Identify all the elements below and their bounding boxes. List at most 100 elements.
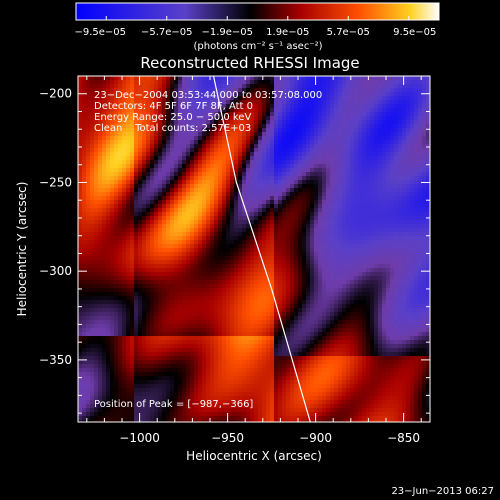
heatmap-cell — [182, 112, 187, 117]
heatmap-cell — [186, 84, 191, 89]
heatmap-cell — [210, 284, 215, 289]
heatmap-cell — [310, 160, 315, 165]
heatmap-cell — [82, 132, 87, 137]
heatmap-cell — [374, 280, 379, 285]
heatmap-cell — [194, 188, 199, 193]
heatmap-cell — [378, 288, 383, 293]
heatmap-cell — [178, 184, 183, 189]
heatmap-cell — [370, 164, 375, 169]
heatmap-cell — [238, 204, 243, 209]
heatmap-cell — [98, 164, 103, 169]
heatmap-cell — [130, 300, 135, 305]
heatmap-cell — [86, 172, 91, 177]
heatmap-cell — [78, 236, 83, 241]
heatmap-cell — [406, 220, 411, 225]
heatmap-cell — [270, 296, 275, 301]
heatmap-cell — [102, 96, 107, 101]
heatmap-cell — [198, 92, 203, 97]
heatmap-cell — [134, 88, 139, 93]
heatmap-cell — [326, 280, 331, 285]
heatmap-cell — [246, 248, 251, 253]
heatmap-cell — [410, 128, 415, 133]
heatmap-cell — [142, 296, 147, 301]
heatmap-cell — [214, 256, 219, 261]
heatmap-cell — [334, 180, 339, 185]
heatmap-cell — [86, 180, 91, 185]
heatmap-cell — [346, 296, 351, 301]
heatmap-cell — [198, 144, 203, 149]
heatmap-cell — [354, 136, 359, 141]
heatmap-cell — [262, 108, 267, 113]
heatmap-cell — [154, 228, 159, 233]
heatmap-cell — [266, 284, 271, 289]
heatmap-cell — [110, 284, 115, 289]
heatmap-cell — [178, 276, 183, 281]
heatmap-cell — [330, 108, 335, 113]
heatmap-cell — [150, 228, 155, 233]
heatmap-cell — [346, 144, 351, 149]
heatmap-cell — [274, 144, 279, 149]
heatmap-cell — [386, 248, 391, 253]
heatmap-cell — [402, 100, 407, 105]
heatmap-cell — [210, 84, 215, 89]
heatmap-cell — [250, 260, 255, 265]
heatmap-cell — [194, 168, 199, 173]
heatmap-cell — [262, 196, 267, 201]
heatmap-cell — [226, 80, 231, 85]
heatmap-cell — [334, 280, 339, 285]
heatmap-cell — [82, 276, 87, 281]
heatmap-cell — [306, 120, 311, 125]
heatmap-cell — [354, 292, 359, 297]
heatmap-cell — [126, 240, 131, 245]
heatmap-cell — [142, 108, 147, 113]
heatmap-cell — [154, 288, 159, 293]
heatmap-cell — [94, 248, 99, 253]
heatmap-cell — [150, 108, 155, 113]
heatmap-cell — [238, 76, 243, 81]
heatmap-cell — [218, 292, 223, 297]
heatmap-cell — [114, 128, 119, 133]
heatmap-cell — [250, 220, 255, 225]
heatmap-cell — [78, 212, 83, 217]
heatmap-cell — [322, 248, 327, 253]
heatmap-cell — [162, 192, 167, 197]
heatmap-cell — [222, 252, 227, 257]
heatmap-cell — [166, 252, 171, 257]
heatmap-cell — [226, 196, 231, 201]
heatmap-cell — [134, 236, 139, 241]
heatmap-cell — [130, 80, 135, 85]
heatmap-cell — [214, 132, 219, 137]
heatmap-cell — [242, 248, 247, 253]
heatmap-cell — [402, 224, 407, 229]
heatmap-cell — [94, 112, 99, 117]
heatmap-cell — [374, 144, 379, 149]
heatmap-cell — [366, 260, 371, 265]
heatmap-cell — [238, 232, 243, 237]
heatmap-cell — [242, 264, 247, 269]
heatmap-cell — [410, 176, 415, 181]
heatmap-cell — [150, 120, 155, 125]
heatmap-cell — [182, 100, 187, 105]
heatmap-cell — [262, 180, 267, 185]
heatmap-cell — [350, 84, 355, 89]
heatmap-cell — [102, 176, 107, 181]
heatmap-cell — [142, 220, 147, 225]
heatmap-cell — [86, 108, 91, 113]
heatmap-cell — [286, 76, 291, 81]
heatmap-cell — [154, 156, 159, 161]
heatmap-cell — [222, 216, 227, 221]
heatmap-cell — [250, 92, 255, 97]
heatmap-cell — [374, 92, 379, 97]
heatmap-cell — [178, 180, 183, 185]
heatmap-cell — [394, 196, 399, 201]
heatmap-cell — [182, 108, 187, 113]
heatmap-cell — [222, 188, 227, 193]
heatmap-cell — [346, 212, 351, 217]
heatmap-cell — [106, 232, 111, 237]
heatmap-cell — [162, 152, 167, 157]
heatmap-cell — [342, 172, 347, 177]
heatmap-cell — [270, 140, 275, 145]
heatmap-cell — [202, 200, 207, 205]
heatmap-cell — [182, 300, 187, 305]
heatmap-cell — [206, 164, 211, 169]
